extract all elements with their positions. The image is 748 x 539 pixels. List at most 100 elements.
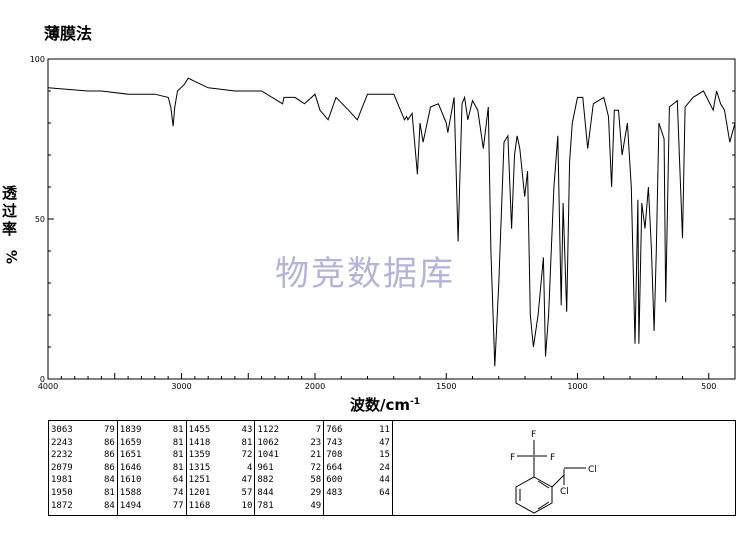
peak-wavenumber: 1041	[257, 450, 280, 461]
peak-wavenumber: 1950	[51, 487, 73, 498]
peak-row: 1201 57	[189, 487, 253, 500]
x-tick-label: 500	[701, 382, 716, 391]
peak-transmittance: 86	[103, 462, 115, 473]
x-axis-label-sup: -1	[410, 397, 421, 407]
peak-wavenumber: 1646	[119, 462, 142, 473]
peak-transmittance: 21	[310, 450, 322, 461]
peak-wavenumber: 483	[326, 487, 343, 498]
spectrum-line	[47, 77, 736, 367]
bond	[537, 480, 550, 489]
peak-wavenumber: 664	[326, 462, 343, 473]
peak-transmittance: 81	[172, 462, 184, 473]
x-axis-label-text: 波数/cm	[350, 396, 411, 414]
peak-row: 961 72	[257, 462, 321, 475]
peak-transmittance: 64	[172, 475, 184, 486]
peak-transmittance: 72	[310, 462, 322, 473]
peak-wavenumber: 1872	[51, 500, 73, 511]
peak-wavenumber: 1359	[188, 450, 211, 461]
peak-transmittance: 58	[310, 475, 322, 486]
peak-wavenumber: 2079	[51, 462, 73, 473]
peak-wavenumber: 1981	[51, 475, 73, 486]
peak-transmittance: 43	[241, 425, 253, 435]
peak-column: 1839 81 1659 81 1651 81 1646 81 1610 64 1588 74 1494…	[118, 421, 187, 515]
peak-row: 1610 64	[120, 474, 184, 487]
y-axis-label-text: 透过率	[2, 184, 18, 238]
peak-row: 1659 81	[120, 437, 184, 450]
peak-row: 844 29	[257, 487, 321, 500]
peak-column: 3063 79 2243 86 2232 86 2079 86 1981 84 1950 81 1872…	[49, 421, 118, 515]
peak-row: 1168 10	[189, 500, 253, 513]
peak-transmittance: 4	[246, 462, 253, 473]
peak-transmittance: 23	[310, 437, 322, 448]
peak-transmittance: 44	[379, 475, 390, 486]
peak-wavenumber: 2243	[51, 437, 73, 448]
peak-transmittance: 86	[103, 450, 115, 461]
peak-wavenumber: 1494	[119, 500, 142, 511]
peak-column: 766 11 743 47 708 15 664 24 600 44 483 64	[324, 421, 392, 515]
peak-row: 1251 47	[189, 474, 253, 487]
y-axis-label: 透过率 %	[2, 184, 24, 264]
peak-transmittance: 74	[172, 487, 184, 498]
peak-row: 2232 86	[51, 449, 115, 462]
x-tick-label: 1500	[436, 382, 456, 391]
peak-transmittance: 84	[103, 500, 115, 511]
peak-wavenumber: 1062	[257, 437, 280, 448]
y-tick-label: 50	[35, 215, 45, 224]
peak-row: 708 15	[326, 449, 390, 462]
peak-row: 1494 77	[120, 500, 184, 513]
atom-f-top: F	[531, 430, 536, 440]
peak-row: 1122 7	[257, 424, 321, 437]
peak-row: 743 47	[326, 437, 390, 450]
peak-row: 1455 43	[189, 424, 253, 437]
peak-row: 1981 84	[51, 474, 115, 487]
peak-row: 1872 84	[51, 500, 115, 513]
peak-transmittance: 11	[379, 425, 390, 435]
chemical-structure: F F F Cl Cl	[392, 420, 736, 516]
peak-wavenumber: 781	[257, 500, 274, 511]
y-tick-label: 100	[30, 55, 45, 64]
peak-wavenumber: 844	[257, 487, 274, 498]
x-tick-label: 4000	[38, 382, 58, 391]
peak-row: 1359 72	[189, 449, 253, 462]
peak-table: 3063 79 2243 86 2232 86 2079 86 1981 84 1950 81 1872…	[48, 420, 393, 516]
peak-transmittance: 64	[379, 487, 390, 498]
peak-transmittance: 10	[241, 500, 253, 511]
peak-transmittance: 7	[315, 425, 322, 435]
peak-transmittance: 81	[172, 425, 184, 435]
peak-row: 781 49	[257, 500, 321, 513]
peak-transmittance: 15	[379, 450, 390, 461]
peak-transmittance: 86	[103, 437, 115, 448]
peak-transmittance: 57	[241, 487, 253, 498]
peak-row: 1651 81	[120, 449, 184, 462]
peak-wavenumber: 1418	[188, 437, 211, 448]
peak-row: 1418 81	[189, 437, 253, 450]
peak-transmittance: 81	[241, 437, 253, 448]
peak-wavenumber: 3063	[51, 425, 73, 435]
atom-cl-right: Cl	[588, 465, 597, 475]
peak-row: 766 11	[326, 424, 390, 437]
peak-row: 1588 74	[120, 487, 184, 500]
peak-wavenumber: 1659	[119, 437, 142, 448]
x-axis-label: 波数/cm-1	[350, 394, 420, 415]
x-tick-label: 1000	[567, 382, 587, 391]
peak-wavenumber: 1122	[257, 425, 280, 435]
bond	[537, 501, 550, 510]
peak-wavenumber: 1610	[119, 475, 142, 486]
peak-column: 1122 7 1062 23 1041 21 961 72 882 58 844 29 781 49	[255, 421, 325, 515]
atom-f-left: F	[510, 453, 515, 463]
peak-row: 882 58	[257, 474, 321, 487]
peak-wavenumber: 600	[326, 475, 343, 486]
peak-wavenumber: 1168	[188, 500, 211, 511]
peak-row: 1839 81	[120, 424, 184, 437]
peak-row: 1315 4	[189, 462, 253, 475]
x-tick-label: 2000	[305, 382, 325, 391]
peak-wavenumber: 1651	[119, 450, 142, 461]
peak-wavenumber: 708	[326, 450, 343, 461]
peak-row: 2243 86	[51, 437, 115, 450]
peak-row: 1041 21	[257, 449, 321, 462]
peak-row: 664 24	[326, 462, 390, 475]
peak-row: 1062 23	[257, 437, 321, 450]
page-title: 薄膜法	[44, 24, 93, 43]
